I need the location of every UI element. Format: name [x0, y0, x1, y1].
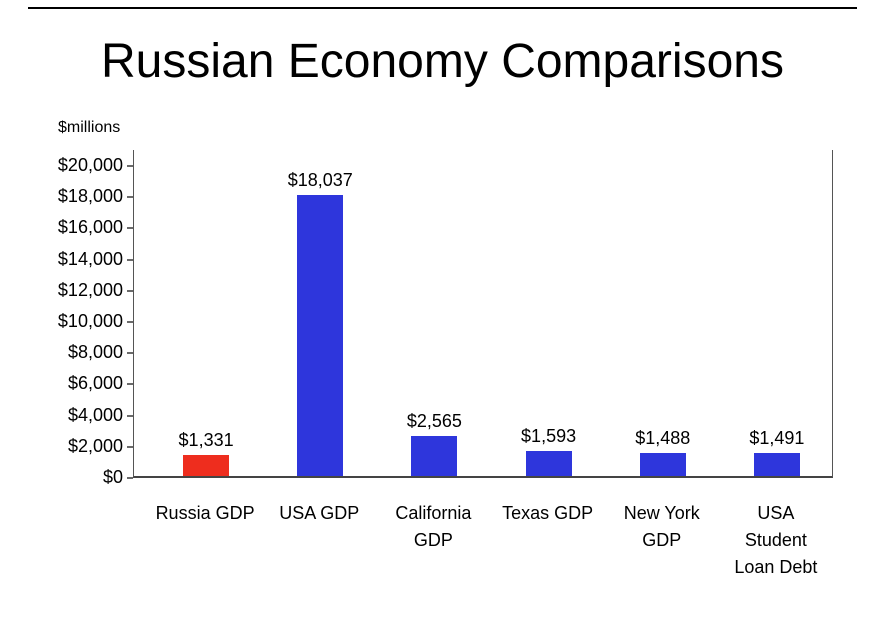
- y-tick-mark: [127, 414, 133, 417]
- y-tick-label: $12,000: [57, 279, 123, 300]
- y-tick-label: $16,000: [57, 217, 123, 238]
- category-label: New York GDP: [623, 503, 700, 550]
- category-label: Texas GDP: [502, 503, 594, 523]
- y-tick-mark: [127, 196, 133, 199]
- y-tick-mark: [127, 289, 133, 292]
- category-label: USA GDP: [279, 503, 360, 523]
- y-tick-label: $8,000: [67, 342, 123, 363]
- category-label: Russia GDP: [155, 503, 255, 523]
- category-label: USA Student Loan Debt: [734, 503, 818, 577]
- y-tick-label: $14,000: [57, 248, 123, 269]
- y-tick-mark: [127, 445, 133, 448]
- y-tick-mark: [127, 227, 133, 230]
- y-tick-mark: [127, 383, 133, 386]
- y-tick-label: $2,000: [67, 435, 123, 456]
- plot-area: $1,331 $18,037 $2,565 $1,593 $1,488 $1,491: [133, 150, 833, 478]
- y-tick-label: $0: [102, 467, 123, 487]
- bar: [639, 452, 686, 476]
- y-tick-label: $6,000: [67, 373, 123, 394]
- x-axis-category-labels: Russia GDP USA GDP California GDP Texas GDP…: [133, 500, 833, 620]
- y-axis-units-label: $millions: [58, 119, 121, 136]
- y-tick-mark: [127, 477, 133, 479]
- bar: [525, 451, 572, 476]
- bar: [753, 452, 800, 476]
- bar-value-label: $2,565: [406, 410, 462, 431]
- y-tick-mark: [127, 352, 133, 355]
- y-tick-mark: [127, 258, 133, 261]
- bar-value-label: $1,331: [178, 430, 234, 451]
- y-tick-label: $10,000: [57, 311, 123, 331]
- y-tick-mark: [127, 165, 133, 167]
- y-axis-tick-labels: $0 $2,000 $4,000 $6,000 $8,000 $10,000 $12,000…: [0, 150, 133, 487]
- bar-value-label: $1,593: [521, 426, 577, 447]
- bar: [297, 194, 344, 476]
- y-tick-mark: [127, 321, 133, 323]
- bar-value-label: $1,488: [635, 427, 691, 448]
- category-label: California GDP: [395, 503, 472, 550]
- bar-value-label: $18,037: [287, 169, 353, 190]
- y-tick-label: $18,000: [57, 186, 123, 207]
- bar: [183, 455, 230, 476]
- slide-top-border: [28, 7, 857, 9]
- bar: [411, 436, 458, 476]
- y-tick-label: $20,000: [57, 155, 123, 175]
- chart-title: Russian Economy Comparisons: [101, 35, 784, 88]
- bar-value-label: $1,491: [749, 427, 805, 448]
- y-tick-label: $4,000: [67, 404, 123, 425]
